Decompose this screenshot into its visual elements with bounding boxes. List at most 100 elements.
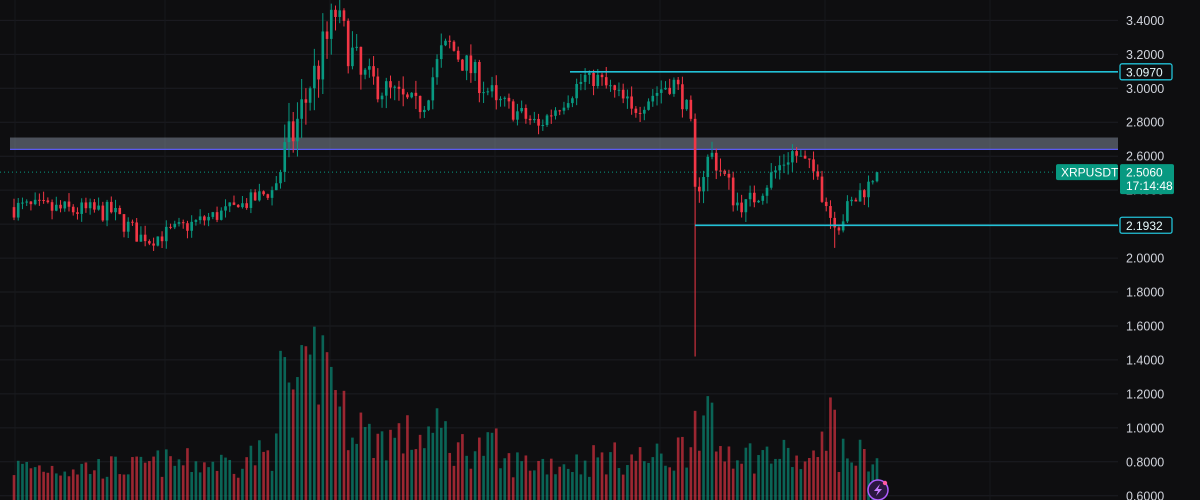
volume-bar <box>16 460 20 500</box>
candle <box>63 201 67 212</box>
candle <box>600 72 604 86</box>
candle <box>731 171 735 212</box>
candle-body <box>177 222 181 224</box>
volume-bar <box>29 468 33 500</box>
volume-bar <box>672 470 676 500</box>
volume-bar <box>384 460 388 500</box>
volume-bar <box>727 446 731 500</box>
candle-body <box>160 236 164 242</box>
candle <box>494 75 498 110</box>
candle-body <box>592 73 595 87</box>
volume-bar <box>812 450 815 500</box>
candle <box>643 106 646 121</box>
candle-body <box>740 202 743 213</box>
volume-bar <box>824 450 828 500</box>
volume-bar <box>219 454 223 500</box>
volume-bar <box>21 463 24 500</box>
volume-bar <box>50 465 54 500</box>
volume-bar <box>524 455 528 500</box>
candle <box>820 170 824 203</box>
volume-bar <box>875 458 879 500</box>
volume-bar <box>664 465 667 500</box>
candle-body <box>753 192 756 203</box>
candle <box>164 220 168 249</box>
volume-bar <box>613 442 617 500</box>
volume-bar <box>59 475 62 500</box>
volume-bar <box>579 474 583 500</box>
price-tick-label: 1.6000 <box>1126 319 1164 333</box>
candle-body <box>93 202 96 210</box>
volume-bar <box>135 456 138 500</box>
candle <box>782 154 786 174</box>
candle-body <box>824 201 828 207</box>
candle <box>245 198 248 210</box>
candle-body <box>702 176 705 192</box>
volume-bar <box>723 461 727 500</box>
candle <box>355 34 358 51</box>
candle <box>143 225 147 247</box>
candle <box>626 89 629 109</box>
volume-bar <box>97 459 100 500</box>
price-tick-label: 0.8000 <box>1126 455 1164 469</box>
candle <box>29 201 33 211</box>
candle-body <box>346 20 350 67</box>
candle-body <box>21 202 24 204</box>
candle <box>736 192 739 211</box>
candle-body <box>554 110 557 116</box>
candle <box>562 101 566 115</box>
candle <box>291 111 295 153</box>
price-tick-label: 0.6000 <box>1126 489 1164 500</box>
volume-bar <box>397 423 401 500</box>
volume-bar <box>507 453 511 500</box>
candle-body <box>643 109 646 114</box>
candle <box>710 141 714 160</box>
volume-bar <box>858 439 862 500</box>
candle-body <box>786 162 790 165</box>
volume-bar <box>757 455 760 500</box>
candle-body <box>287 121 291 143</box>
candle-body <box>376 76 380 100</box>
candle <box>296 102 299 157</box>
price-axis[interactable]: 3.40003.20003.00002.80002.60002.40002.20… <box>1126 14 1164 500</box>
volume-bar <box>313 326 316 500</box>
candle-body <box>325 31 329 39</box>
volume-bar <box>541 458 545 500</box>
price-tick-label: 2.8000 <box>1126 116 1164 130</box>
grid-lines <box>0 0 1118 500</box>
candle-body <box>871 181 875 183</box>
candle <box>824 197 828 212</box>
candle <box>177 217 181 227</box>
volume-bar <box>456 442 460 500</box>
candle <box>317 60 320 98</box>
candle-body <box>494 85 498 101</box>
candle-body <box>435 59 439 78</box>
volume-bar <box>351 437 354 500</box>
candle-body <box>706 156 710 177</box>
candle <box>698 177 701 203</box>
candle-body <box>439 45 443 60</box>
volume-bar <box>181 465 185 500</box>
candle-body <box>389 81 392 88</box>
volume-bar <box>291 389 295 500</box>
volume-bar <box>604 474 608 500</box>
candle <box>765 185 769 204</box>
candle-body <box>156 236 160 246</box>
volume-bar <box>139 456 143 500</box>
volume-bar <box>152 456 155 500</box>
candle <box>274 176 278 191</box>
candle-body <box>816 171 820 177</box>
volume-bar <box>321 335 325 500</box>
candle-body <box>29 201 33 205</box>
volume-bar <box>253 465 257 500</box>
candle <box>528 115 532 125</box>
candle <box>258 183 261 202</box>
replay-button[interactable] <box>867 479 889 500</box>
candle-body <box>727 173 731 178</box>
candle-body <box>380 95 384 100</box>
volume-bar <box>325 352 329 500</box>
candle <box>774 166 777 179</box>
horizontal-levels[interactable] <box>0 71 1118 227</box>
candle <box>401 76 405 107</box>
